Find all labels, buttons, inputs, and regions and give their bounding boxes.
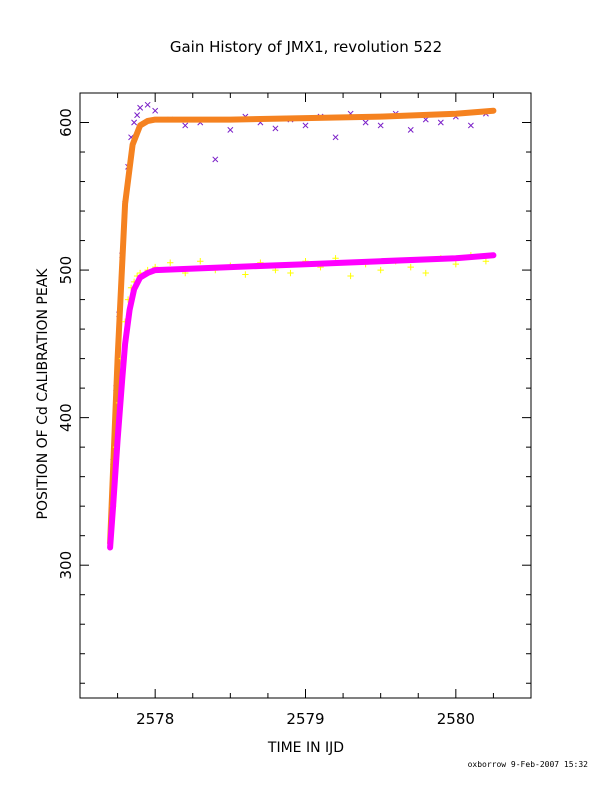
data-point-2 — [287, 269, 294, 277]
y-tick-label: 600 — [57, 108, 75, 137]
data-point-0 — [437, 119, 444, 126]
data-point-0 — [144, 101, 151, 108]
data-point-0 — [467, 122, 474, 129]
chart-title: Gain History of JMX1, revolution 522 — [169, 38, 443, 56]
data-point-0 — [407, 126, 414, 133]
data-point-0 — [182, 122, 189, 129]
x-tick-label: 2580 — [437, 710, 475, 728]
data-point-2 — [377, 266, 384, 274]
axes-layer: 2578 2579 2580 300 400 500 600 — [57, 92, 532, 728]
data-point-0 — [152, 107, 159, 114]
data-point-0 — [362, 119, 369, 126]
data-point-0 — [212, 156, 219, 163]
data-point-2 — [242, 271, 249, 278]
x-axis-label: TIME IN IJD — [267, 740, 345, 756]
data-point-2 — [197, 258, 204, 265]
fit-line-1 — [107, 107, 497, 547]
data-point-2 — [167, 259, 174, 266]
data-point-0 — [302, 122, 309, 129]
fit-line-3 — [107, 252, 497, 551]
plot-frame — [79, 92, 532, 699]
y-axis-label: POSITION OF Cd CALIBRATION PEAK — [35, 268, 51, 520]
data-point-0 — [131, 119, 138, 126]
data-point-0 — [227, 126, 234, 133]
data-point-2 — [452, 260, 460, 268]
marks-layer — [107, 101, 497, 551]
data-point-0 — [137, 104, 144, 111]
data-point-0 — [332, 134, 339, 141]
x-tick-label: 2578 — [136, 710, 174, 728]
plot-credit: oxborrow 9-Feb-2007 15:32 — [467, 760, 588, 769]
data-point-2 — [482, 258, 490, 265]
x-tick-label: 2579 — [286, 710, 324, 728]
data-point-0 — [134, 112, 141, 119]
data-point-2 — [347, 272, 354, 280]
y-tick-label: 500 — [57, 256, 75, 285]
data-point-0 — [377, 122, 384, 129]
data-point-2 — [407, 263, 414, 271]
y-tick-label: 300 — [57, 551, 75, 580]
y-tick-label: 400 — [57, 403, 75, 432]
data-point-2 — [422, 269, 429, 277]
data-point-0 — [272, 125, 279, 132]
